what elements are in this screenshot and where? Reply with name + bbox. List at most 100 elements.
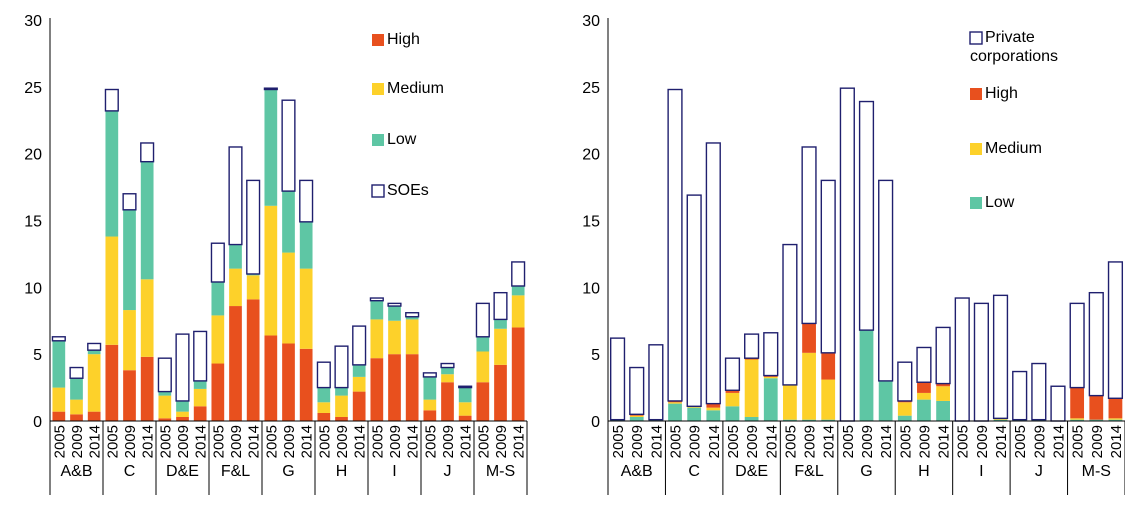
bar-segment-outline (316, 361, 331, 389)
y-tick-label: 5 (591, 347, 600, 364)
bar-segment-outline (157, 357, 172, 393)
year-tick-label: 2014 (648, 425, 665, 458)
year-tick-label: 2009 (175, 425, 192, 458)
bar-segment-outline (493, 291, 508, 321)
year-tick-label: 2009 (744, 425, 761, 458)
bar-segment-outline (1069, 302, 1085, 389)
bar-segment-high (123, 370, 136, 421)
group-label: H (336, 463, 348, 480)
year-tick-label: 2014 (405, 425, 422, 458)
bar-segment-outline (511, 261, 526, 287)
bar-segment-outline (122, 193, 137, 211)
y-tick-label: 30 (24, 13, 42, 30)
bar-segment-medium (821, 379, 836, 420)
bar-segment-medium (140, 279, 154, 357)
y-tick-label: 10 (582, 280, 600, 297)
bar-segment-low (405, 316, 419, 320)
year-tick-label: 2005 (897, 425, 914, 458)
bar-segment-outline (228, 146, 243, 246)
year-tick-label: 2014 (763, 425, 780, 458)
bar-segment-medium (229, 268, 242, 307)
year-tick-label: 2014 (246, 425, 263, 458)
bar-segment-outline (334, 345, 349, 389)
bar-segment-medium (158, 395, 172, 419)
year-tick-label: 2005 (157, 425, 174, 458)
bar-segment-outline (69, 366, 84, 379)
bar-segment-outline (1031, 362, 1047, 421)
bar-segment-low (1089, 419, 1104, 421)
bar-segment-outline (1050, 385, 1066, 422)
bar-segment-outline (724, 357, 741, 391)
bar-segment-outline (210, 242, 225, 283)
year-tick-label: 2014 (936, 425, 953, 458)
bar-segment-high (211, 363, 225, 421)
bar-segment-medium (317, 402, 331, 413)
bar-segment-outline (705, 142, 721, 405)
bar-segment-low (264, 89, 278, 206)
legend-label: High (387, 31, 420, 48)
year-tick-label: 2005 (782, 425, 799, 458)
bar-segment-high (193, 406, 207, 421)
bar-segment-low (423, 376, 437, 400)
bar-segment-outline (609, 337, 626, 421)
bar-segment-medium (706, 407, 721, 411)
bar-segment-medium (744, 359, 759, 417)
bar-segment-outline (140, 142, 155, 163)
year-tick-label: 2005 (210, 425, 227, 458)
bar-segment-outline (763, 332, 779, 377)
bar-segment-outline (916, 346, 932, 383)
year-tick-label: 2009 (334, 425, 351, 458)
group-label: J (444, 463, 452, 480)
group-label: I (392, 463, 396, 480)
y-tick-label: 30 (582, 13, 600, 30)
year-tick-label: 2009 (802, 425, 819, 458)
bar-segment-low (917, 399, 931, 421)
bar-segment-medium (123, 310, 136, 371)
bar-segment-high (246, 299, 260, 421)
year-tick-label: 2014 (140, 425, 157, 458)
year-tick-label: 2005 (263, 425, 280, 458)
bar-segment-low (335, 387, 348, 396)
bar-segment-medium (441, 374, 454, 383)
bar-segment-low (783, 419, 797, 421)
y-tick-label: 10 (24, 280, 42, 297)
year-tick-label: 2014 (193, 425, 210, 458)
year-tick-label: 2014 (1050, 425, 1067, 458)
bar-segment-medium (264, 205, 278, 336)
bar-segment-outline (667, 88, 683, 402)
bar-segment-low (936, 400, 950, 421)
year-tick-label: 2005 (369, 425, 386, 458)
bar-segment-outline (782, 243, 798, 386)
bar-segment-low (105, 110, 119, 237)
bar-segment-outline (992, 294, 1009, 420)
bar-segment-high (388, 354, 401, 421)
group-label: M-S (1082, 463, 1111, 480)
year-tick-label: 2005 (1012, 425, 1029, 458)
y-tick-label: 25 (582, 80, 600, 97)
y-tick-label: 25 (24, 80, 42, 97)
bar-segment-medium (458, 402, 472, 416)
bar-segment-low (52, 340, 66, 388)
legend-label: SOEs (387, 182, 429, 199)
year-tick-label: 2005 (955, 425, 972, 458)
legend-swatch-high (372, 34, 384, 46)
bar-segment-medium (87, 354, 101, 412)
bar-segment-low (1108, 419, 1123, 421)
bar-segment-low (878, 380, 893, 421)
bar-segment-outline (458, 385, 473, 389)
bar-segment-outline (193, 330, 208, 382)
year-tick-label: 2005 (51, 425, 68, 458)
bar-segment-high (176, 416, 189, 421)
bar-segment-outline (935, 326, 951, 385)
bar-segment-low (859, 330, 874, 421)
legend-swatch-outline (969, 31, 983, 45)
bar-segment-outline (820, 179, 836, 354)
bar-segment-low (123, 209, 136, 311)
year-tick-label: 2005 (316, 425, 333, 458)
bar-segment-low (687, 407, 702, 421)
year-tick-label: 2009 (281, 425, 298, 458)
bar-segment-medium (511, 295, 525, 328)
